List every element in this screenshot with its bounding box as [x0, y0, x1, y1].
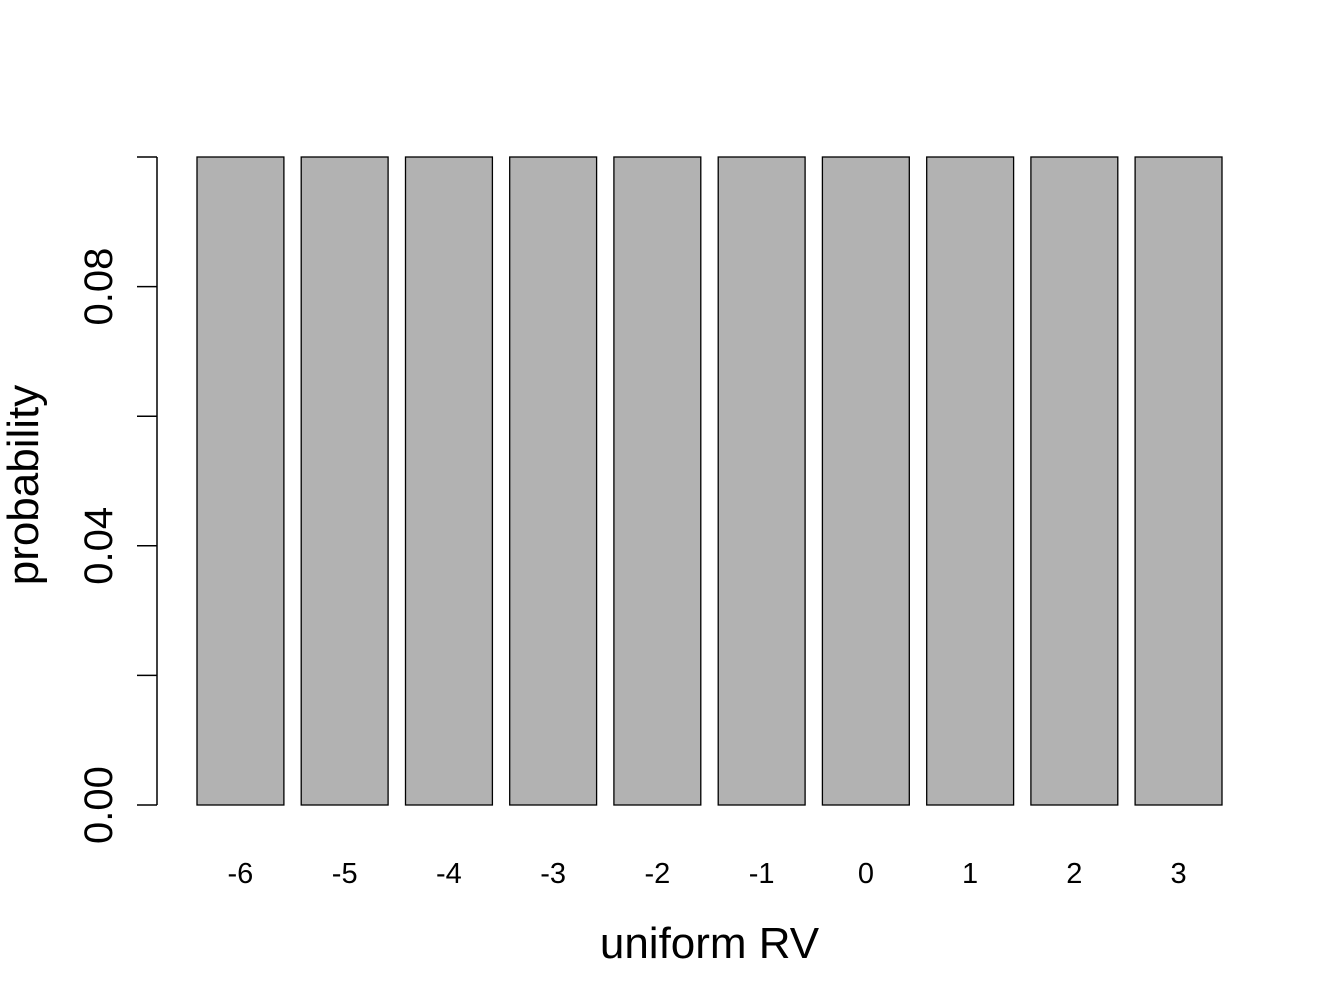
x-tick-label: -3: [540, 858, 566, 890]
x-tick-label: -6: [228, 858, 254, 890]
bar--2: [613, 156, 702, 806]
x-axis-title: uniform RV: [600, 919, 820, 968]
bar--3: [509, 156, 598, 806]
x-tick-label: 1: [962, 858, 978, 890]
bars-group: [196, 156, 1223, 806]
bar--6: [196, 156, 285, 806]
y-axis-ticks: 0.00 0.04 0.08: [77, 156, 157, 844]
x-tick-label: 2: [1066, 858, 1082, 890]
y-tick-label: 0.00: [77, 766, 121, 844]
x-tick-label: 0: [858, 858, 874, 890]
bar-0: [821, 156, 910, 806]
bar--4: [404, 156, 494, 806]
y-tick-label: 0.04: [77, 507, 121, 585]
bar--1: [717, 156, 806, 806]
x-tick-label: -1: [749, 858, 775, 890]
bar--5: [300, 156, 389, 806]
y-axis-title: probability: [0, 385, 48, 586]
x-tick-label: 3: [1171, 858, 1187, 890]
x-axis-tick-labels: -6 -5 -4 -3 -2 -1 0 1 2 3: [228, 858, 1187, 890]
x-tick-label: -4: [436, 858, 462, 890]
x-tick-label: -2: [645, 858, 671, 890]
y-tick-label: 0.08: [77, 248, 121, 326]
bar-3: [1134, 156, 1223, 806]
x-tick-label: -5: [332, 858, 358, 890]
bar-2: [1030, 156, 1119, 806]
bar-1: [926, 156, 1015, 806]
